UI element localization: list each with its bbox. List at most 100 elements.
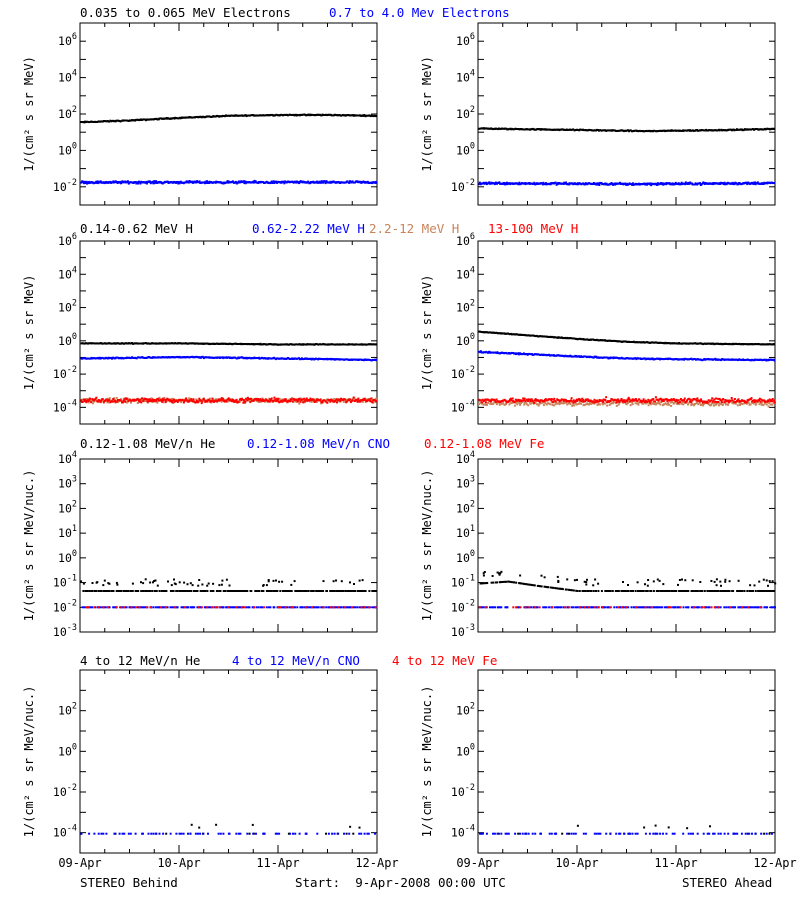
data-point xyxy=(298,590,301,592)
data-point xyxy=(758,397,761,400)
data-point xyxy=(710,342,713,345)
data-point xyxy=(538,402,541,405)
data-point xyxy=(302,401,305,404)
data-point xyxy=(646,183,649,186)
data-point xyxy=(272,399,275,402)
data-point xyxy=(718,342,720,345)
data-point xyxy=(97,606,100,609)
data-point xyxy=(644,341,647,344)
data-point xyxy=(149,590,152,592)
data-point xyxy=(328,113,331,116)
data-point xyxy=(209,606,212,609)
data-point xyxy=(243,180,245,183)
data-point xyxy=(318,180,321,183)
data-point xyxy=(589,129,592,131)
data-point xyxy=(251,399,253,402)
data-point xyxy=(719,183,722,185)
data-point xyxy=(176,180,179,183)
data-point xyxy=(503,398,506,401)
data-point xyxy=(549,586,552,589)
data-point xyxy=(282,180,285,183)
data-point xyxy=(303,590,306,592)
data-point xyxy=(629,404,632,407)
data-point xyxy=(606,590,609,592)
plot-frame xyxy=(79,22,378,206)
data-point xyxy=(665,398,668,401)
data-point xyxy=(321,401,324,404)
data-point xyxy=(190,590,193,592)
series-13-100-mev-h xyxy=(478,396,776,404)
data-point xyxy=(345,399,348,402)
data-point xyxy=(763,590,766,592)
data-point xyxy=(154,606,157,609)
data-point xyxy=(741,403,744,405)
data-point xyxy=(265,398,268,401)
data-point xyxy=(708,404,711,407)
data-point xyxy=(104,399,107,402)
data-point xyxy=(349,581,351,584)
data-point xyxy=(81,606,84,609)
data-point xyxy=(575,399,577,402)
data-point xyxy=(155,399,158,402)
data-point xyxy=(350,343,353,346)
data-point xyxy=(628,129,631,132)
data-point xyxy=(326,113,329,116)
y-tick-label: 103 xyxy=(58,475,77,491)
data-point xyxy=(255,114,258,117)
data-point xyxy=(576,355,579,358)
data-point xyxy=(769,358,772,361)
data-point xyxy=(290,590,293,592)
data-point xyxy=(138,400,141,403)
data-point xyxy=(684,342,687,345)
data-point xyxy=(600,399,603,402)
data-point xyxy=(645,590,648,592)
data-point xyxy=(183,606,186,609)
data-point xyxy=(116,583,119,586)
data-point xyxy=(544,585,547,588)
data-point xyxy=(699,590,702,592)
data-point xyxy=(192,342,195,345)
data-point xyxy=(216,590,219,592)
data-point xyxy=(267,357,270,360)
data-point xyxy=(664,182,666,185)
data-point xyxy=(91,582,94,584)
data-point xyxy=(626,400,629,403)
data-point xyxy=(730,358,733,361)
data-point xyxy=(672,129,675,132)
data-point xyxy=(138,606,141,609)
data-point xyxy=(593,401,596,404)
data-point xyxy=(210,116,213,118)
series-0-62-2-22-mev-h xyxy=(80,355,378,362)
y-tick-label: 10-2 xyxy=(53,178,77,194)
data-point xyxy=(261,398,264,401)
data-point xyxy=(714,358,717,361)
data-point xyxy=(715,584,718,587)
data-point xyxy=(697,129,699,132)
data-point xyxy=(631,357,634,360)
data-point xyxy=(171,342,174,345)
data-point xyxy=(237,180,240,183)
data-point xyxy=(507,580,510,583)
data-point xyxy=(179,180,182,183)
data-point xyxy=(92,357,95,360)
data-point xyxy=(727,182,730,185)
data-point xyxy=(634,590,637,592)
data-point xyxy=(617,340,620,343)
data-point xyxy=(542,401,545,404)
data-point xyxy=(631,183,633,186)
data-point xyxy=(340,114,343,117)
data-point xyxy=(210,400,213,403)
data-point xyxy=(151,400,154,402)
data-point xyxy=(739,128,742,131)
data-point xyxy=(183,356,186,358)
data-point xyxy=(134,606,137,609)
data-point xyxy=(764,182,767,185)
data-point xyxy=(198,397,201,400)
data-point xyxy=(690,129,693,132)
data-point xyxy=(140,581,142,584)
data-point xyxy=(608,590,611,592)
data-point xyxy=(174,606,177,609)
data-point xyxy=(575,355,578,357)
data-point xyxy=(281,590,284,592)
data-point xyxy=(528,352,531,355)
